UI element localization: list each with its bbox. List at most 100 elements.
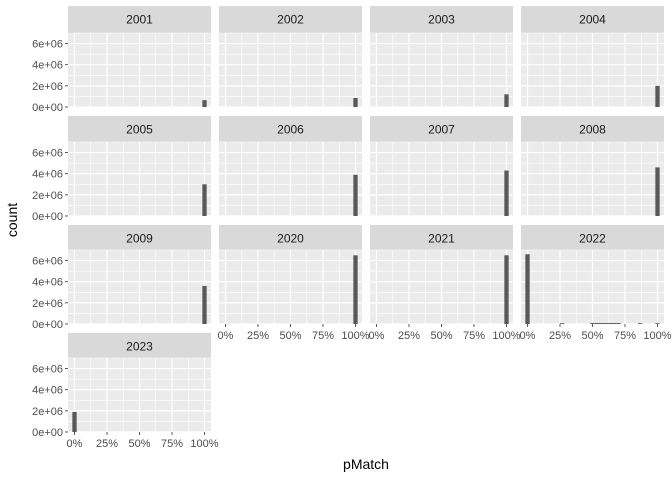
histogram-bar — [353, 174, 358, 216]
histogram-bar — [504, 170, 509, 216]
facet-2005: 2005 0e+00 2e+06 4e+06 6e+06 — [32, 116, 211, 223]
histogram-bar — [72, 411, 77, 432]
histogram-bar — [638, 323, 643, 324]
x-tick-label: 50% — [581, 330, 603, 342]
x-tick-label: 100% — [341, 330, 369, 342]
histogram-bar — [612, 323, 617, 324]
x-tick-label: 100% — [190, 438, 218, 450]
y-tick-label: 4e+06 — [32, 169, 63, 181]
x-tick-label: 75% — [312, 330, 334, 342]
y-axis-title: count — [4, 203, 20, 237]
facet-strip-label: 2021 — [428, 232, 455, 246]
facet-2001: 2001 0e+00 2e+06 4e+06 6e+06 — [32, 6, 211, 114]
facet-strip-label: 2009 — [126, 232, 153, 246]
histogram-bar — [504, 94, 509, 107]
facet-2009: 2009 0e+00 2e+06 4e+06 6e+06 — [32, 225, 211, 331]
facet-strip — [370, 6, 513, 33]
x-tick-label: 100% — [643, 330, 671, 342]
facet-strip-label: 2007 — [428, 123, 455, 137]
facet-strip-label: 2023 — [126, 340, 153, 354]
x-tick-label: 50% — [128, 438, 150, 450]
histogram-bar — [594, 323, 599, 324]
histogram-bar — [504, 255, 509, 324]
facet-2022: 2022 0% 25% 50% 75% 100% — [520, 225, 672, 342]
histogram-bar — [655, 85, 660, 107]
y-tick-label: 6e+06 — [32, 364, 63, 376]
facet-2006: 2006 — [219, 116, 362, 217]
histogram-bar — [202, 184, 207, 216]
histogram-bar — [655, 323, 660, 324]
facet-2021: 2021 0% 25% 50% 75% 100% — [369, 225, 521, 342]
facet-strip-label: 2004 — [579, 13, 606, 27]
y-tick-label: 4e+06 — [32, 277, 63, 289]
y-tick-label: 2e+06 — [32, 81, 63, 93]
y-tick-label: 2e+06 — [32, 406, 63, 418]
x-tick-label: 0% — [520, 330, 536, 342]
facet-strip-label: 2020 — [277, 232, 304, 246]
histogram-bar — [616, 323, 621, 324]
histogram-bar — [655, 167, 660, 216]
x-tick-label: 75% — [463, 330, 485, 342]
x-tick-label: 0% — [67, 438, 83, 450]
histogram-bar — [599, 323, 604, 324]
y-tick-label: 0e+00 — [32, 102, 63, 114]
facet-strip — [68, 225, 211, 252]
x-tick-label: 25% — [549, 330, 571, 342]
facet-strip — [521, 6, 664, 33]
facet-strip-label: 2022 — [579, 232, 606, 246]
facet-strip — [521, 116, 664, 143]
y-tick-label: 2e+06 — [32, 190, 63, 202]
facet-2008: 2008 — [521, 116, 664, 217]
histogram-bar — [353, 98, 358, 107]
y-tick-label: 4e+06 — [32, 60, 63, 72]
y-tick-label: 6e+06 — [32, 39, 63, 51]
facet-strip — [68, 333, 211, 360]
facet-strip-label: 2008 — [579, 123, 606, 137]
x-tick-label: 0% — [218, 330, 234, 342]
x-tick-label: 75% — [161, 438, 183, 450]
facet-strip — [68, 116, 211, 143]
facet-2002: 2002 — [219, 6, 362, 108]
y-tick-label: 0e+00 — [32, 427, 63, 439]
histogram-bar — [560, 323, 565, 324]
facet-strip — [219, 225, 362, 252]
x-axis-title: pMatch — [343, 456, 389, 472]
facet-strip — [219, 116, 362, 143]
facet-strip — [370, 116, 513, 143]
x-tick-label: 25% — [96, 438, 118, 450]
histogram-bar — [607, 323, 612, 324]
y-tick-label: 6e+06 — [32, 148, 63, 160]
facet-strip-label: 2001 — [126, 13, 153, 27]
x-tick-label: 0% — [369, 330, 385, 342]
y-tick-label: 2e+06 — [32, 298, 63, 310]
facet-2007: 2007 — [370, 116, 513, 217]
histogram-bar — [202, 100, 207, 107]
histogram-bar — [202, 285, 207, 324]
x-tick-label: 25% — [398, 330, 420, 342]
facet-strip — [370, 225, 513, 252]
facet-strip — [219, 6, 362, 33]
facet-2023: 2023 0e+00 2e+06 4e+06 6e+06 0% 25% 50% 75% 100% — [32, 333, 219, 450]
facet-strip-label: 2003 — [428, 13, 455, 27]
x-tick-label: 50% — [279, 330, 301, 342]
y-tick-label: 0e+00 — [32, 319, 63, 331]
facet-strip-label: 2002 — [277, 13, 304, 27]
y-tick-label: 0e+00 — [32, 211, 63, 223]
histogram-bar — [603, 323, 608, 324]
facet-strip — [68, 6, 211, 33]
y-tick-label: 4e+06 — [32, 385, 63, 397]
facet-strip-label: 2006 — [277, 123, 304, 137]
y-tick-label: 6e+06 — [32, 256, 63, 268]
facet-2003: 2003 — [370, 6, 513, 108]
facet-strip — [521, 225, 664, 252]
x-tick-label: 100% — [492, 330, 520, 342]
facet-2020: 2020 0% 25% 50% 75% 100% — [218, 225, 370, 342]
facet-2004: 2004 — [521, 6, 664, 108]
x-tick-label: 75% — [614, 330, 636, 342]
x-tick-label: 50% — [430, 330, 452, 342]
histogram-bar — [353, 255, 358, 324]
x-tick-label: 25% — [247, 330, 269, 342]
facet-panels: 2001 0e+00 2e+06 4e+06 6e+06 2002 2003 2004 2005… — [32, 6, 672, 450]
facet-strip-label: 2005 — [126, 123, 153, 137]
